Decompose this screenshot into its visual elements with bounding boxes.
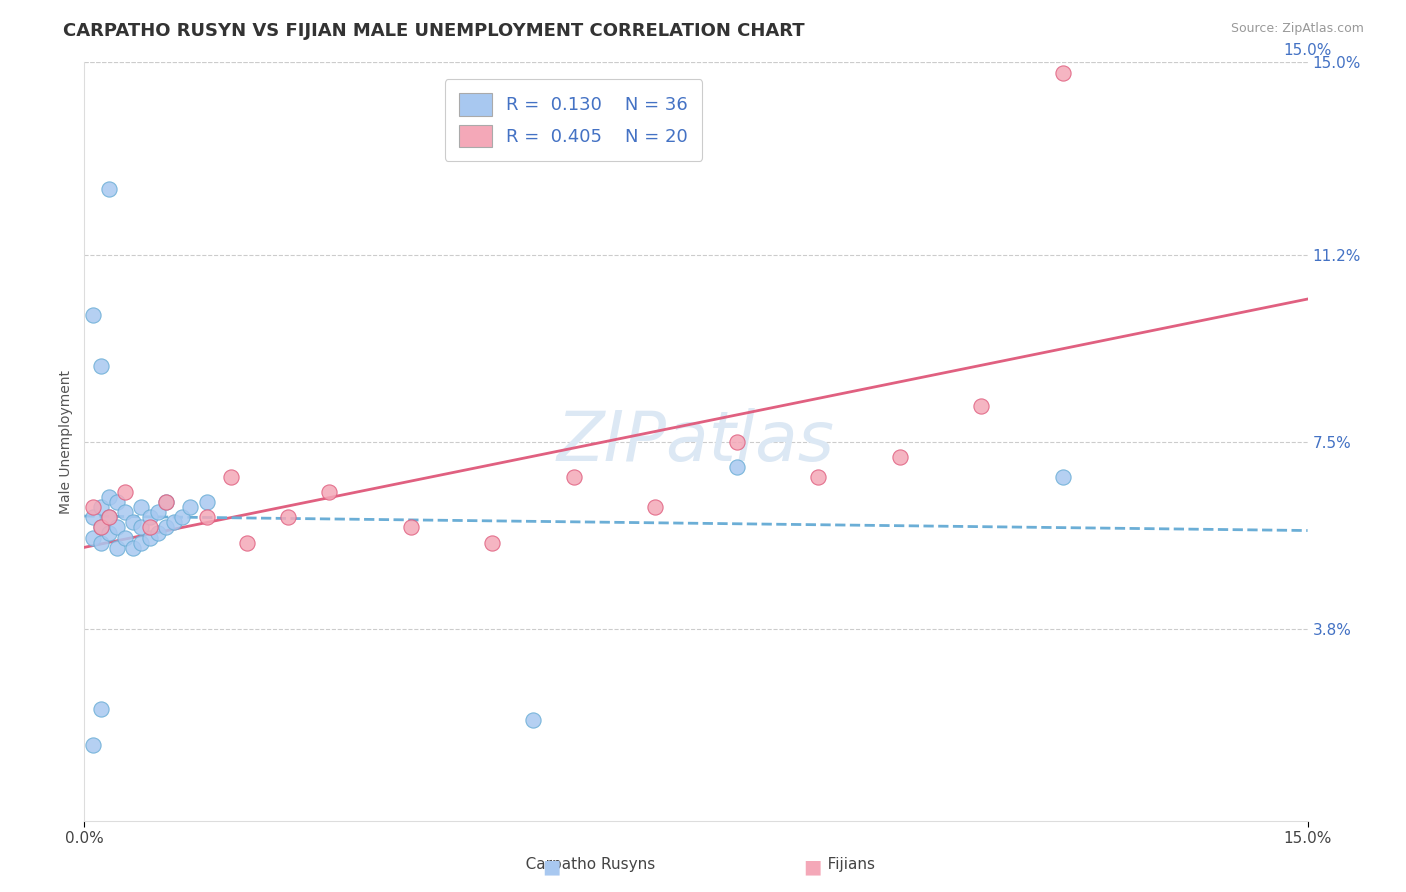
Point	[644, 500, 666, 515]
Text: Source: ZipAtlas.com: Source: ZipAtlas.com	[1230, 22, 1364, 36]
Point	[179, 500, 201, 515]
Text: CARPATHO RUSYN VS FIJIAN MALE UNEMPLOYMENT CORRELATION CHART: CARPATHO RUSYN VS FIJIAN MALE UNEMPLOYME…	[63, 22, 804, 40]
Point	[90, 702, 112, 716]
Legend: R =  0.130    N = 36, R =  0.405    N = 20: R = 0.130 N = 36, R = 0.405 N = 20	[444, 79, 703, 161]
Point	[970, 399, 993, 413]
Point	[163, 516, 186, 530]
Point	[725, 434, 748, 449]
Y-axis label: Male Unemployment: Male Unemployment	[59, 369, 73, 514]
Point	[138, 510, 160, 524]
Point	[889, 450, 911, 464]
Point	[90, 520, 112, 534]
Point	[131, 520, 153, 534]
Point	[562, 470, 585, 484]
Point	[105, 520, 128, 534]
Text: Fijians: Fijians	[813, 857, 875, 872]
Point	[82, 531, 104, 545]
Point	[195, 495, 218, 509]
Text: ■: ■	[541, 857, 561, 877]
Point	[399, 520, 422, 534]
Point	[90, 520, 112, 534]
Point	[219, 470, 242, 484]
Point	[146, 525, 169, 540]
Point	[522, 713, 544, 727]
Point	[131, 535, 153, 549]
Point	[481, 535, 503, 549]
Point	[90, 359, 112, 373]
Point	[807, 470, 830, 484]
Point	[114, 505, 136, 519]
Point	[97, 490, 120, 504]
Point	[90, 500, 112, 515]
Point	[155, 495, 177, 509]
Point	[172, 510, 194, 524]
Point	[105, 541, 128, 555]
Point	[122, 541, 145, 555]
Point	[82, 738, 104, 752]
Text: Carpatho Rusyns: Carpatho Rusyns	[512, 857, 655, 872]
Point	[318, 485, 340, 500]
Point	[114, 531, 136, 545]
Point	[97, 525, 120, 540]
Point	[114, 485, 136, 500]
Text: ■: ■	[803, 857, 823, 877]
Point	[138, 520, 160, 534]
Point	[195, 510, 218, 524]
Point	[1052, 65, 1074, 79]
Point	[97, 182, 120, 196]
Point	[90, 535, 112, 549]
Point	[1052, 470, 1074, 484]
Point	[97, 510, 120, 524]
Point	[236, 535, 259, 549]
Point	[82, 500, 104, 515]
Point	[82, 308, 104, 322]
Point	[82, 510, 104, 524]
Point	[138, 531, 160, 545]
Text: ZIPatlas: ZIPatlas	[557, 408, 835, 475]
Point	[122, 516, 145, 530]
Point	[155, 495, 177, 509]
Point	[146, 505, 169, 519]
Point	[725, 459, 748, 474]
Point	[277, 510, 299, 524]
Point	[97, 510, 120, 524]
Point	[105, 495, 128, 509]
Point	[155, 520, 177, 534]
Point	[131, 500, 153, 515]
